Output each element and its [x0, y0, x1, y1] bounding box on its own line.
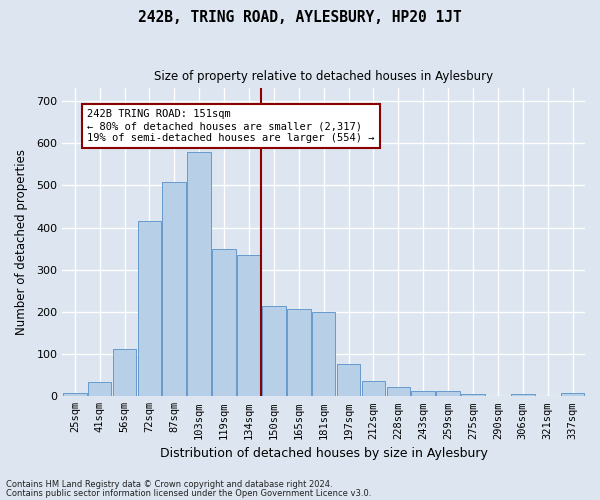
Bar [137, 221, 161, 396]
Bar [287, 309, 311, 396]
Bar [63, 393, 86, 396]
Bar [386, 386, 410, 396]
Title: Size of property relative to detached houses in Aylesbury: Size of property relative to detached ho… [154, 70, 493, 83]
Bar [436, 391, 460, 396]
Bar [237, 255, 261, 396]
X-axis label: Distribution of detached houses by size in Aylesbury: Distribution of detached houses by size … [160, 447, 488, 460]
Bar [412, 391, 435, 396]
Bar [362, 381, 385, 396]
Bar [511, 394, 535, 396]
Text: Contains HM Land Registry data © Crown copyright and database right 2024.: Contains HM Land Registry data © Crown c… [6, 480, 332, 489]
Text: 242B, TRING ROAD, AYLESBURY, HP20 1JT: 242B, TRING ROAD, AYLESBURY, HP20 1JT [138, 10, 462, 25]
Bar [561, 393, 584, 396]
Bar [163, 182, 186, 396]
Bar [262, 306, 286, 396]
Bar [212, 250, 236, 396]
Text: 242B TRING ROAD: 151sqm
← 80% of detached houses are smaller (2,317)
19% of semi: 242B TRING ROAD: 151sqm ← 80% of detache… [87, 110, 375, 142]
Bar [461, 394, 485, 396]
Bar [187, 152, 211, 396]
Text: Contains public sector information licensed under the Open Government Licence v3: Contains public sector information licen… [6, 488, 371, 498]
Bar [337, 364, 361, 396]
Bar [88, 382, 112, 396]
Y-axis label: Number of detached properties: Number of detached properties [15, 150, 28, 336]
Bar [312, 312, 335, 396]
Bar [113, 348, 136, 397]
